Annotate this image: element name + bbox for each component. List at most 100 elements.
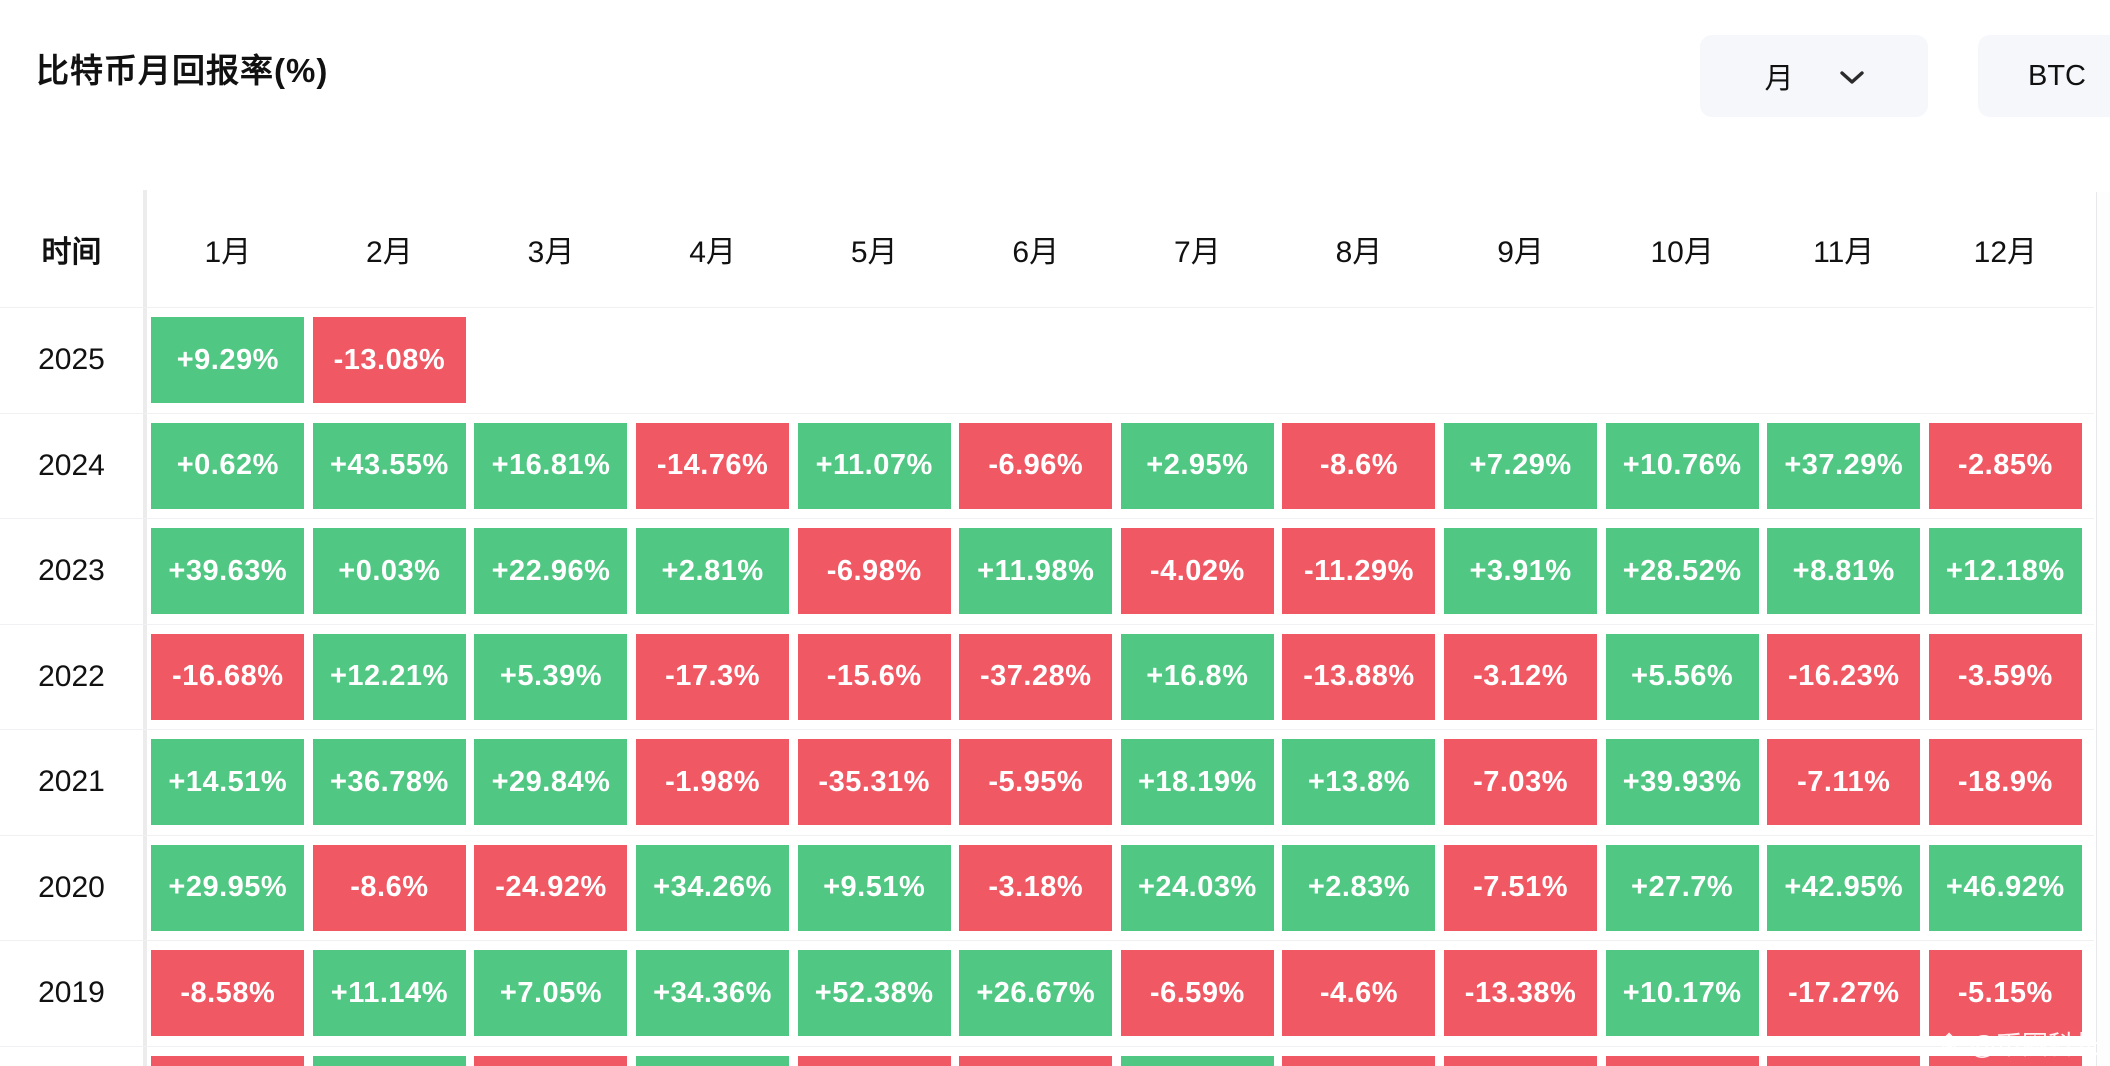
page-title: 比特币月回报率(%)	[36, 52, 329, 89]
month-cell-slot: -8.58%	[147, 941, 309, 1046]
month-cell-slot	[632, 308, 794, 413]
month-cell-slot: +29.95%	[147, 836, 309, 941]
month-cell-slot: +2.81%	[632, 519, 794, 624]
return-cell: -1.98%	[636, 739, 790, 826]
year-label: 2025	[0, 308, 147, 413]
return-cell: +16.81%	[474, 422, 628, 509]
asset-select[interactable]: BTC	[1978, 35, 2110, 117]
month-cell-slot	[1278, 308, 1440, 413]
month-cell-slot: +27.7%	[1601, 836, 1763, 941]
month-cell-slot	[1925, 308, 2087, 413]
month-cell-slot: -17.3%	[632, 625, 794, 730]
return-cell: -3.59%	[1928, 633, 2082, 720]
month-cell-slot: -15.6%	[793, 625, 955, 730]
month-cell-slot: +3.91%	[1440, 519, 1602, 624]
return-cell: +14.51%	[151, 739, 305, 826]
month-cell-slot	[470, 1047, 632, 1066]
period-select[interactable]: 月	[1700, 35, 1928, 117]
month-cell-slot: -5.95%	[955, 730, 1117, 835]
month-cell-slot: +24.03%	[1117, 836, 1279, 941]
month-header: 11月	[1813, 235, 1875, 269]
month-cell-slot: -8.6%	[309, 836, 471, 941]
return-cell: -7.03%	[1444, 739, 1598, 826]
table-row: 2023 +39.63% +0.03% +22.96% +2.81% -6.98% +11.…	[0, 518, 2094, 624]
month-cell-slot	[955, 308, 1117, 413]
year-label: 2023	[0, 519, 147, 624]
year-label: 2020	[0, 835, 147, 940]
return-cell: +26.67%	[959, 950, 1113, 1037]
return-cell	[1444, 1055, 1598, 1066]
month-cell-slot: +11.07%	[793, 414, 955, 519]
month-cell-slot: -11.29%	[1278, 519, 1440, 624]
month-cell-slot: -6.98%	[793, 519, 955, 624]
return-cell: +8.81%	[1767, 528, 1921, 615]
return-cell: -8.6%	[1282, 422, 1436, 509]
return-cell: +2.81%	[636, 528, 790, 615]
month-header: 10月	[1650, 235, 1714, 269]
year-label	[0, 1046, 147, 1066]
return-cell: +13.8%	[1282, 739, 1436, 826]
month-cell-slot: +37.29%	[1763, 414, 1925, 519]
return-cell	[1767, 1055, 1921, 1066]
return-cell: -13.88%	[1282, 633, 1436, 720]
month-cell-slot: +28.52%	[1601, 519, 1763, 624]
month-cell-slot: +8.81%	[1763, 519, 1925, 624]
month-cell-slot	[1763, 1047, 1925, 1066]
return-cell	[1282, 1055, 1436, 1066]
month-header: 12月	[1973, 235, 2038, 269]
return-cell: +34.36%	[636, 950, 790, 1037]
return-cell: -16.68%	[151, 633, 305, 720]
year-label: 2021	[0, 730, 147, 835]
month-cell-slot: +39.93%	[1601, 730, 1763, 835]
return-cell: -18.9%	[1928, 739, 2082, 826]
return-cell: -6.59%	[1120, 950, 1274, 1037]
return-cell: +0.62%	[151, 422, 305, 509]
return-cell: +0.03%	[312, 528, 466, 615]
month-cell-slot	[632, 1047, 794, 1066]
month-cell-slot: -7.03%	[1440, 730, 1602, 835]
return-cell: -3.18%	[959, 844, 1113, 931]
month-header: 4月	[689, 235, 736, 269]
table-row: 2020 +29.95% -8.6% -24.92% +34.26% +9.51% -3.1…	[0, 834, 2094, 941]
return-cell: -6.96%	[959, 422, 1113, 509]
month-cell-slot: +2.83%	[1278, 836, 1440, 941]
month-cell-slot: +12.18%	[1925, 519, 2087, 624]
return-cell: -7.11%	[1767, 739, 1921, 826]
month-cell-slot: +52.38%	[793, 941, 955, 1046]
return-cell: +29.84%	[474, 739, 628, 826]
return-cell: -17.27%	[1767, 950, 1921, 1037]
month-cell-slot: -1.98%	[632, 730, 794, 835]
return-cell: -4.6%	[1282, 950, 1436, 1037]
month-cell-slot	[955, 1047, 1117, 1066]
period-select-value: 月	[1764, 63, 1794, 95]
month-header: 1月	[204, 235, 252, 269]
return-cell: +46.92%	[1928, 844, 2082, 931]
month-cell-slot: +34.26%	[632, 836, 794, 941]
month-cell-slot	[1601, 1047, 1763, 1066]
month-cell-slot	[309, 1047, 471, 1066]
month-cell-slot: +12.21%	[309, 625, 471, 730]
month-cell-slot: -13.38%	[1440, 941, 1602, 1046]
time-column-header: 时间	[0, 190, 147, 307]
return-cell: -15.6%	[797, 633, 951, 720]
vertical-scrollbar[interactable]	[2096, 192, 2110, 1066]
return-cell: -13.08%	[312, 317, 466, 404]
month-header: 2月	[366, 235, 413, 269]
year-label: 2022	[0, 624, 147, 729]
return-cell: +16.8%	[1120, 633, 1274, 720]
month-cell-slot: -37.28%	[955, 625, 1117, 730]
month-cell-slot: -24.92%	[470, 836, 632, 941]
table-row: 2022 -16.68% +12.21% +5.39% -17.3% -15.6% -37.…	[0, 623, 2094, 730]
return-cell: +24.03%	[1120, 844, 1274, 931]
month-cell-slot: +2.95%	[1117, 414, 1279, 519]
month-header: 9月	[1497, 235, 1544, 269]
return-cell	[636, 1055, 790, 1066]
return-cell: +29.95%	[151, 844, 305, 931]
month-cell-slot: +0.62%	[147, 414, 309, 519]
return-cell: -3.12%	[1444, 633, 1598, 720]
return-cell: -17.3%	[636, 633, 790, 720]
month-cell-slot: +9.51%	[793, 836, 955, 941]
month-cell-slot: +26.67%	[955, 941, 1117, 1046]
return-cell: +27.7%	[1605, 844, 1759, 931]
